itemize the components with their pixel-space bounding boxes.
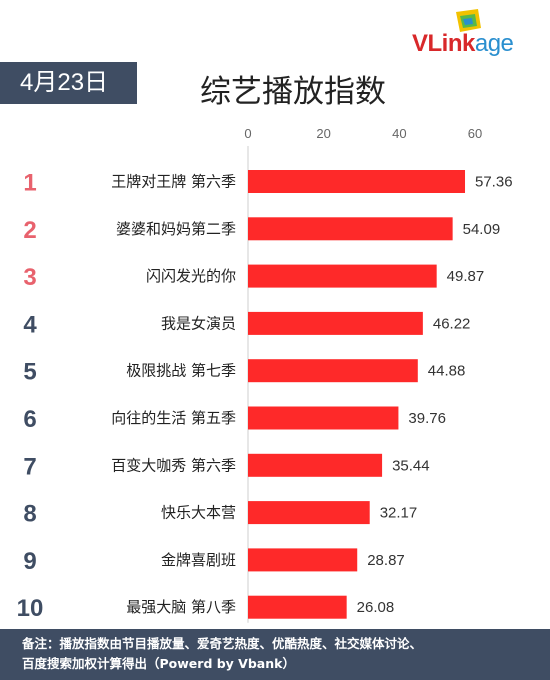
footer-line-2: 百度搜索加权计算得出（Powerd by Vbank） [22,656,295,671]
show-name: 王牌对王牌 第六季 [111,173,236,191]
value-label: 46.22 [433,315,471,332]
rank-number: 9 [23,548,36,575]
show-name: 向往的生活 第五季 [111,409,236,427]
axis-tick-label: 60 [468,126,482,141]
bar [248,264,437,288]
show-name: 我是女演员 [161,314,236,332]
logo-mark-icon [456,9,481,32]
show-name: 金牌喜剧班 [161,551,236,569]
value-label: 54.09 [463,221,501,238]
bar [248,406,399,430]
axis-tick-label: 0 [244,126,251,141]
show-name: 百变大咖秀 第六季 [111,456,236,474]
rank-number: 10 [17,595,44,622]
chart-title: 综艺播放指数 [200,74,386,110]
rank-number: 2 [23,217,36,244]
footer-line-1: 备注：播放指数由节目播放量、爱奇艺热度、优酷热度、社交媒体讨论、 [22,636,423,651]
value-label: 44.88 [428,363,466,380]
bar [248,217,453,241]
date-badge: 4月23日 [0,62,137,104]
value-label: 35.44 [392,457,430,474]
value-label: 57.36 [475,174,513,191]
bar [248,453,383,477]
bar-chart: 0 20 40 60 1 王牌对王牌 第六季 57.36 2 婆婆和妈妈第二季 54.09 3 闪闪发… [17,126,513,623]
rank-number: 3 [23,264,36,291]
bar [248,548,358,572]
value-label: 49.87 [447,268,485,285]
show-name: 快乐大本营 [161,504,236,522]
value-label: 32.17 [380,505,418,522]
axis-tick-label: 40 [392,126,406,141]
bar [248,170,466,193]
show-name: 极限挑战 第七季 [126,362,236,380]
footer-note: 备注：播放指数由节目播放量、爱奇艺热度、优酷热度、社交媒体讨论、 百度搜索加权计… [0,629,550,680]
rank-number: 7 [23,453,36,480]
value-label: 26.08 [357,599,395,616]
bar [248,359,418,383]
value-label: 39.76 [408,410,446,427]
value-label: 28.87 [367,552,405,569]
show-name: 婆婆和妈妈第二季 [116,220,236,238]
show-name: 最强大脑 第八季 [126,598,236,616]
rank-number: 5 [23,359,36,386]
bar [248,595,347,619]
rank-number: 8 [23,501,36,528]
rank-number: 4 [23,311,37,338]
logo-text: VLinkage [412,30,514,57]
bar [248,501,370,525]
show-name: 闪闪发光的你 [146,267,236,285]
axis-tick-label: 20 [316,126,330,141]
rank-number: 1 [23,170,36,197]
rank-number: 6 [23,406,36,433]
bar [248,311,423,335]
vlinkage-logo: VLinkage [400,8,540,58]
